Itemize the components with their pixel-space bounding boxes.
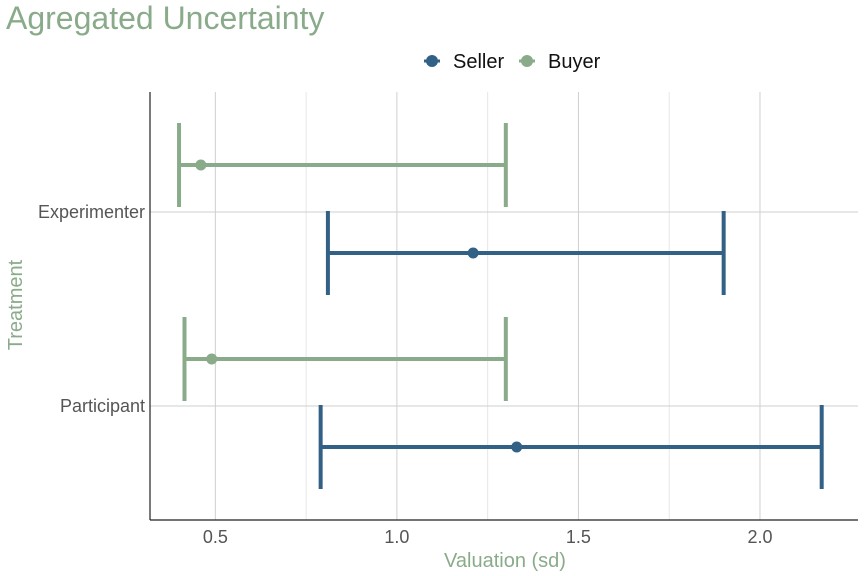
y-tick-label: Participant bbox=[60, 396, 145, 416]
x-tick-label: 1.0 bbox=[384, 527, 409, 547]
x-axis-label: Valuation (sd) bbox=[444, 550, 566, 572]
error-bar-buyer bbox=[177, 123, 508, 207]
axes: 0.5 1.0 1.5 2.0 Experimenter Participant bbox=[38, 92, 858, 547]
point-estimate bbox=[467, 247, 479, 259]
legend-label: Seller bbox=[453, 51, 504, 73]
error-bar-buyer bbox=[182, 317, 508, 401]
legend-key-dot bbox=[521, 55, 533, 67]
point-estimate bbox=[206, 353, 218, 365]
y-axis-label: Treatment bbox=[5, 259, 27, 350]
x-tick-label: 1.5 bbox=[566, 527, 591, 547]
legend-item-seller: Seller bbox=[424, 51, 504, 73]
x-tick-label: 0.5 bbox=[203, 527, 228, 547]
legend-key-dot bbox=[426, 55, 438, 67]
legend-item-buyer: Buyer bbox=[519, 51, 601, 73]
point-estimate bbox=[195, 159, 207, 171]
point-estimate bbox=[511, 441, 523, 453]
x-tick-label: 2.0 bbox=[747, 527, 772, 547]
error-bar-seller bbox=[318, 405, 824, 489]
legend-label: Buyer bbox=[548, 51, 601, 73]
error-bar-seller bbox=[325, 211, 726, 295]
chart-title: Agregated Uncertainty bbox=[6, 0, 325, 36]
error-bars bbox=[177, 123, 824, 489]
legend: Seller Buyer bbox=[424, 51, 601, 73]
y-tick-label: Experimenter bbox=[38, 202, 145, 222]
